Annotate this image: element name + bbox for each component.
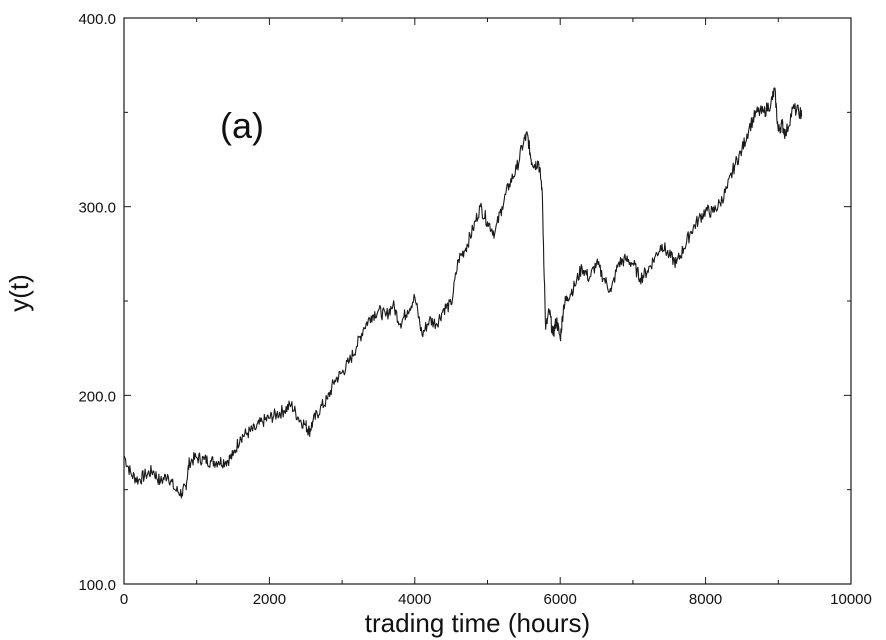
x-tick-label: 8000	[689, 591, 722, 608]
series-line	[123, 87, 803, 499]
y-tick-label: 300.0	[78, 200, 116, 217]
x-tick-label: 0	[120, 591, 128, 608]
x-tick-label: 6000	[544, 591, 577, 608]
panel-label: (a)	[220, 105, 264, 146]
axis-tick-labels: 0 2000 4000 6000 8000 10000 100.0 200.0 300.0 400…	[78, 11, 871, 608]
plot-frame	[123, 17, 852, 585]
x-tick-label: 2000	[253, 591, 286, 608]
axis-ticks	[123, 17, 852, 585]
y-tick-label: 200.0	[78, 388, 116, 405]
y-axis-title: y(t)	[4, 274, 34, 312]
x-tick-label: 10000	[830, 591, 872, 608]
x-tick-label: 4000	[398, 591, 431, 608]
x-axis-title: trading time (hours)	[365, 608, 590, 638]
y-tick-label: 100.0	[78, 577, 116, 594]
y-tick-label: 400.0	[78, 11, 116, 28]
